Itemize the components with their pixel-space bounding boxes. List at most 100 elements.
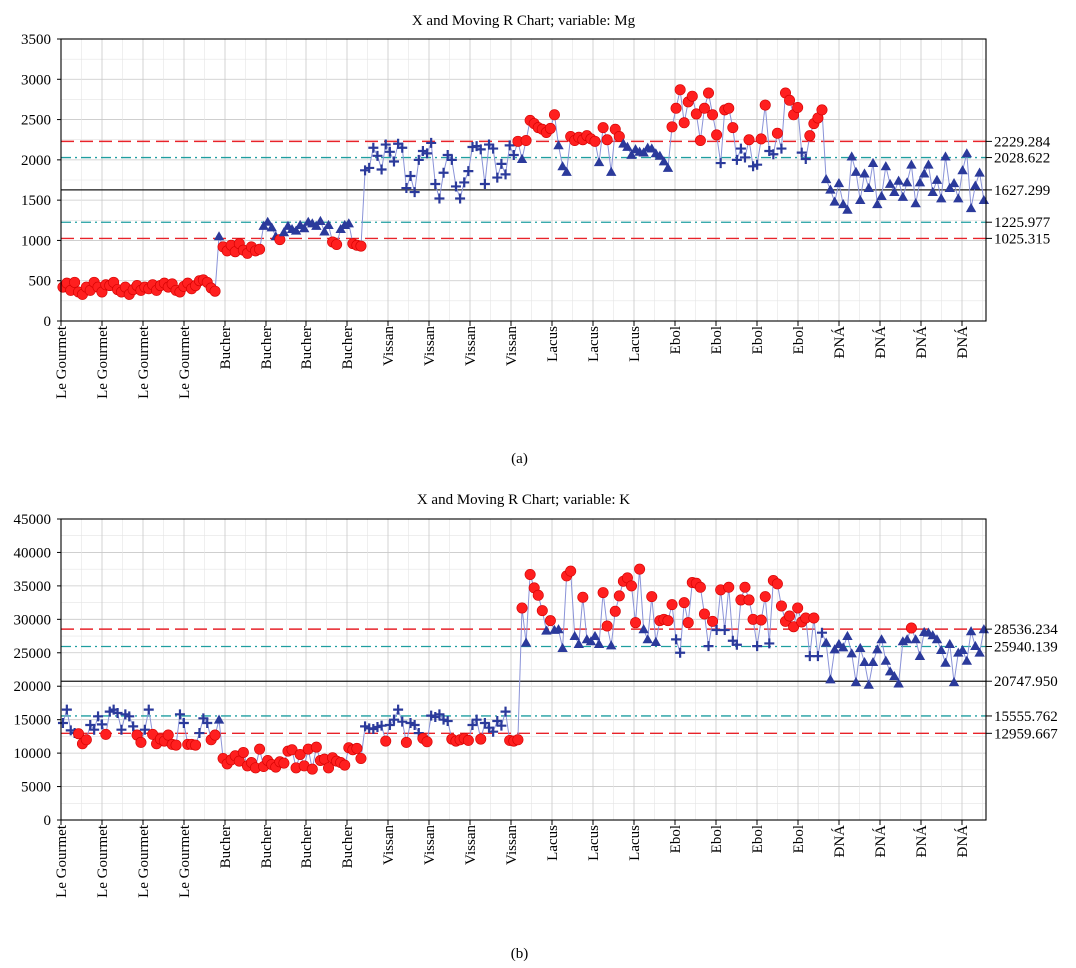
x-tick-label: Bucher bbox=[218, 825, 234, 868]
data-point bbox=[703, 641, 714, 652]
data-point bbox=[557, 642, 568, 652]
data-point bbox=[739, 152, 750, 163]
x-tick-label: Le Gourmet bbox=[136, 824, 152, 898]
data-point bbox=[434, 709, 445, 720]
data-point bbox=[388, 156, 399, 167]
x-tick-label: Bucher bbox=[218, 326, 234, 369]
y-tick-label: 15000 bbox=[14, 713, 52, 729]
x-tick-label: Ebol bbox=[791, 326, 807, 354]
data-point-out-of-control bbox=[254, 743, 266, 755]
data-point bbox=[812, 651, 823, 662]
data-point bbox=[893, 175, 904, 185]
data-point bbox=[957, 644, 968, 655]
data-point bbox=[927, 630, 938, 640]
x-tick-label: Lacus bbox=[627, 326, 643, 362]
data-point bbox=[638, 147, 649, 157]
data-point-out-of-control bbox=[723, 102, 735, 114]
data-point-out-of-control bbox=[759, 591, 771, 603]
data-point-out-of-control bbox=[808, 612, 820, 624]
y-tick-label: 40000 bbox=[14, 545, 52, 561]
data-point bbox=[471, 714, 482, 725]
y-tick-label: 10000 bbox=[14, 746, 52, 762]
data-point-out-of-control bbox=[784, 610, 796, 622]
data-point-out-of-control bbox=[670, 102, 682, 114]
data-point-out-of-control bbox=[209, 729, 221, 741]
data-point-out-of-control bbox=[286, 744, 298, 756]
data-point bbox=[961, 148, 973, 158]
data-point-out-of-control bbox=[634, 563, 646, 575]
y-tick-label: 2500 bbox=[21, 113, 51, 129]
data-point bbox=[430, 179, 441, 190]
data-point-out-of-control bbox=[792, 101, 804, 113]
data-point bbox=[961, 655, 973, 665]
data-point bbox=[593, 157, 605, 167]
data-point bbox=[143, 704, 154, 715]
data-point bbox=[863, 679, 874, 689]
plot-frame bbox=[60, 38, 987, 322]
data-point bbox=[57, 718, 68, 729]
data-point bbox=[573, 638, 584, 648]
data-point bbox=[450, 181, 461, 192]
x-tick-label: Bucher bbox=[259, 326, 275, 369]
data-point-out-of-control bbox=[190, 739, 202, 751]
data-point-out-of-control bbox=[613, 590, 625, 602]
data-point bbox=[833, 178, 845, 188]
data-point bbox=[446, 154, 457, 165]
data-point-out-of-control bbox=[702, 87, 714, 99]
data-point bbox=[442, 716, 453, 727]
data-point-out-of-control bbox=[69, 276, 81, 288]
data-point bbox=[290, 225, 302, 235]
data-point-out-of-control bbox=[520, 135, 532, 147]
data-point-out-of-control bbox=[565, 565, 577, 577]
data-point-out-of-control bbox=[788, 621, 800, 633]
plot-frame bbox=[60, 518, 987, 821]
data-point-out-of-control bbox=[698, 608, 710, 620]
data-point-out-of-control bbox=[771, 127, 783, 139]
data-point-out-of-control bbox=[254, 243, 266, 255]
data-point bbox=[561, 166, 572, 176]
y-tick-label: 0 bbox=[44, 314, 52, 330]
data-point-out-of-control bbox=[516, 602, 528, 614]
x-tick-label: Le Gourmet bbox=[95, 325, 111, 399]
data-point-out-of-control bbox=[601, 620, 613, 632]
data-point-out-of-control bbox=[698, 102, 710, 114]
x-tick-label: Vissan bbox=[504, 326, 520, 366]
data-point bbox=[948, 178, 960, 188]
chart-title: X and Moving R Chart; variable: Mg bbox=[412, 13, 636, 29]
data-point bbox=[174, 709, 185, 720]
y-tick-label: 3500 bbox=[21, 32, 51, 48]
x-tick-label: Le Gourmet bbox=[177, 824, 193, 898]
data-point bbox=[405, 170, 416, 181]
data-point bbox=[401, 183, 412, 194]
data-point bbox=[496, 158, 507, 169]
data-point bbox=[393, 704, 404, 715]
data-point bbox=[124, 711, 135, 722]
data-point bbox=[825, 674, 836, 684]
data-point-out-of-control bbox=[711, 129, 723, 141]
data-point bbox=[553, 624, 564, 634]
data-point bbox=[897, 191, 909, 201]
x-tick-label: Vissan bbox=[504, 825, 520, 865]
data-point bbox=[974, 167, 985, 177]
data-point bbox=[948, 677, 960, 687]
data-point bbox=[936, 644, 947, 655]
x-tick-label: ĐNÁ bbox=[872, 825, 889, 858]
data-point bbox=[752, 159, 763, 170]
x-tick-label: Le Gourmet bbox=[54, 824, 70, 898]
data-point bbox=[278, 227, 290, 237]
data-point bbox=[944, 182, 955, 192]
data-point-out-of-control bbox=[331, 238, 343, 250]
data-point bbox=[516, 153, 528, 163]
data-point-out-of-control bbox=[162, 729, 174, 741]
data-point bbox=[642, 634, 653, 644]
data-point bbox=[715, 158, 726, 169]
x-tick-label: Le Gourmet bbox=[177, 325, 193, 399]
data-point bbox=[671, 634, 682, 645]
data-point-out-of-control bbox=[609, 605, 621, 617]
data-point-out-of-control bbox=[380, 735, 392, 747]
data-point bbox=[508, 150, 519, 161]
data-point bbox=[128, 721, 139, 732]
data-series bbox=[57, 84, 990, 300]
data-point bbox=[323, 219, 334, 230]
x-tick-label: Ebol bbox=[750, 326, 766, 354]
